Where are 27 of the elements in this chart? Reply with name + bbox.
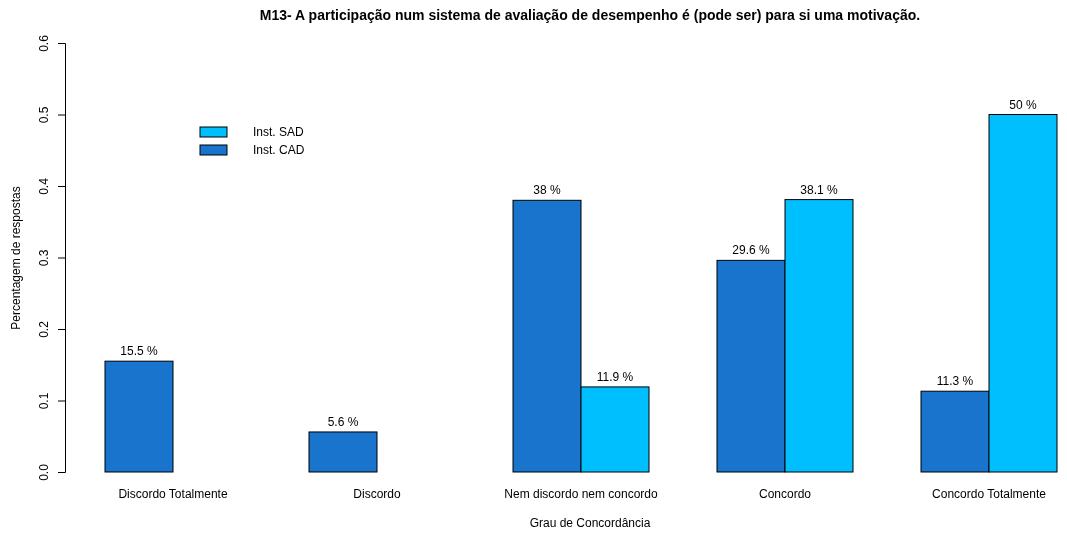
y-tick-label: 0.2: [37, 320, 51, 338]
data-label: 38 %: [533, 183, 561, 198]
x-tick-label: Concordo Totalmente: [932, 487, 1047, 501]
y-tick-label: 0.6: [37, 34, 51, 52]
chart-title: M13- A participação num sistema de avaliação de desempenho é (pode ser) para si uma motivação.: [259, 7, 921, 23]
y-tick-label: 0.1: [37, 392, 51, 410]
data-label: 29.6 %: [732, 243, 771, 258]
x-tick-label: Discordo Totalmente: [118, 487, 228, 501]
data-label: 11.3 %: [936, 374, 974, 389]
x-tick-label: Concordo: [758, 487, 812, 501]
data-label: 11.9 %: [596, 369, 634, 384]
data-label: 50 %: [1009, 97, 1037, 112]
bar: [308, 431, 378, 473]
data-label: 15.5 %: [120, 344, 159, 359]
legend-label: Inst. SAD: [253, 125, 305, 139]
x-axis-title: Grau de Concordância: [529, 516, 651, 530]
x-tick-label: Nem discordo nem concordo: [504, 487, 659, 501]
y-tick-label: 0.0: [37, 463, 51, 481]
bar: [104, 360, 174, 473]
y-tick-label: 0.4: [37, 177, 51, 195]
x-tick-label: Discordo: [353, 487, 401, 501]
y-tick-label: 0.3: [37, 249, 51, 267]
data-label: 5.6 %: [327, 414, 359, 429]
y-axis-title: Percentagem de respostas: [9, 186, 23, 330]
y-tick-label: 0.5: [37, 106, 51, 124]
data-label: 38.1 %: [800, 182, 839, 197]
legend-label: Inst. CAD: [253, 143, 305, 157]
